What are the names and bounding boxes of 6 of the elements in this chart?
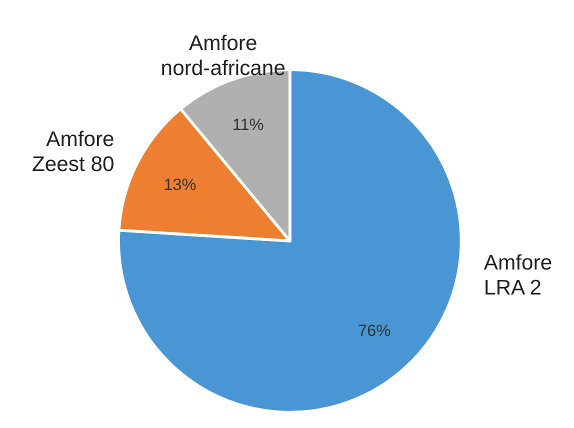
data-label: 76% xyxy=(358,322,391,340)
slice-label: Amfore nord-africane xyxy=(160,32,286,80)
data-label: 13% xyxy=(164,176,196,194)
slice-label: Amfore Zeest 80 xyxy=(32,127,114,176)
slice-label: Amfore LRA 2 xyxy=(484,251,552,300)
data-label: 11% xyxy=(232,116,264,134)
